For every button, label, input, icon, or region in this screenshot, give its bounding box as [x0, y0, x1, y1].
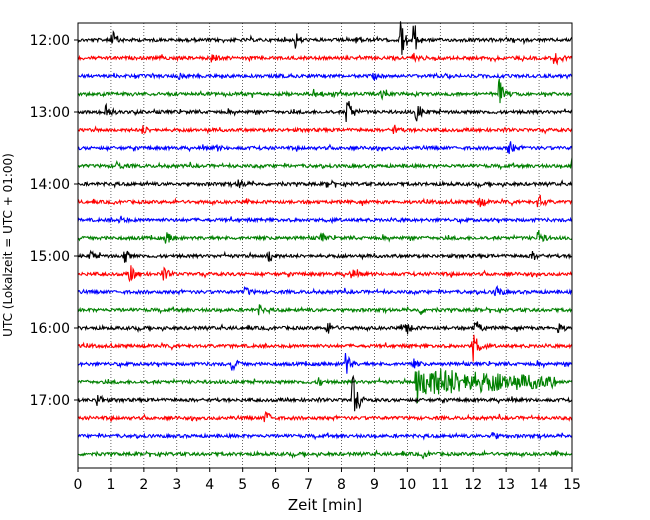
- trace-1345: [77, 157, 573, 171]
- trace-1615: [77, 334, 573, 362]
- trace-1315: [77, 124, 573, 135]
- trace-1200: [77, 21, 573, 55]
- y-tick-label: 16:00: [30, 321, 70, 337]
- x-tick-label: 14: [530, 477, 548, 493]
- x-tick-label: 3: [172, 477, 181, 493]
- trace-1545: [77, 304, 573, 316]
- trace-1530: [77, 284, 573, 297]
- trace-1230: [77, 72, 573, 82]
- plot-frame: [77, 22, 573, 469]
- trace-1645: [77, 368, 573, 404]
- x-axis-label: Zeit [min]: [288, 496, 362, 514]
- x-axis-ticks: 0 1 2 3 4 5 6 7 8 9 10 11 12 13 14 15: [74, 468, 581, 493]
- y-tick-label: 15:00: [30, 249, 70, 265]
- seismic-traces: [77, 21, 573, 460]
- x-tick-label: 0: [74, 477, 83, 493]
- trace-1630: [77, 352, 573, 374]
- trace-1215: [77, 52, 573, 66]
- y-tick-label: 17:00: [30, 393, 70, 409]
- x-tick-label: 11: [431, 477, 449, 493]
- x-tick-label: 6: [271, 477, 280, 493]
- trace-1515: [77, 265, 573, 283]
- trace-1730: [77, 431, 573, 441]
- x-tick-label: 10: [398, 477, 416, 493]
- y-tick-label: 14:00: [30, 177, 70, 193]
- trace-1245: [77, 78, 573, 104]
- trace-1415: [77, 194, 573, 208]
- y-axis-ticks: 12:00 13:00 14:00 15:00 16:00 17:00: [30, 33, 78, 409]
- x-tick-label: 8: [337, 477, 346, 493]
- trace-1430: [77, 215, 573, 225]
- y-axis-label: UTC (Lokalzeit = UTC + 01:00): [1, 153, 15, 337]
- trace-1445: [77, 230, 573, 244]
- trace-1600: [77, 321, 573, 335]
- trace-1300: [77, 100, 573, 123]
- x-tick-label: 1: [106, 477, 115, 493]
- x-tick-label: 13: [497, 477, 515, 493]
- trace-1715: [77, 410, 573, 423]
- trace-1500: [77, 249, 573, 263]
- x-tick-label: 5: [238, 477, 247, 493]
- x-tick-label: 9: [370, 477, 379, 493]
- trace-1745: [77, 449, 573, 460]
- x-tick-label: 7: [304, 477, 313, 493]
- trace-1400: [77, 179, 573, 189]
- minute-gridlines: [110, 23, 540, 468]
- y-tick-label: 12:00: [30, 33, 70, 49]
- trace-1330: [77, 141, 573, 155]
- trace-1700: [77, 374, 573, 412]
- y-tick-label: 13:00: [30, 105, 70, 121]
- x-tick-label: 12: [464, 477, 482, 493]
- x-tick-label: 2: [139, 477, 148, 493]
- x-tick-label: 4: [205, 477, 214, 493]
- x-tick-label: 15: [563, 477, 581, 493]
